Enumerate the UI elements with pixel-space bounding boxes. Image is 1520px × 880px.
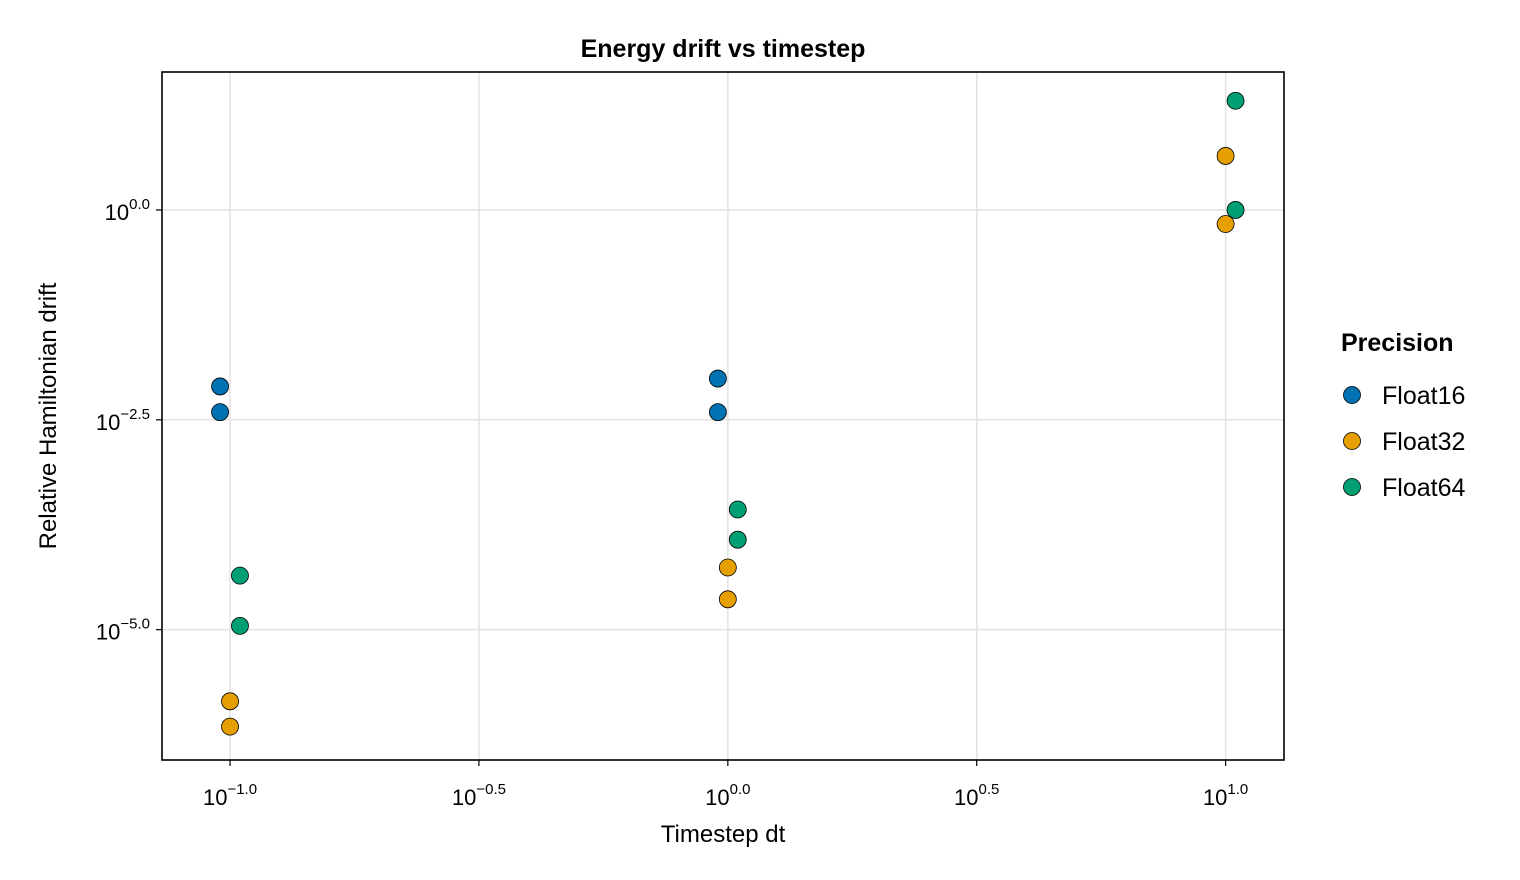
x-tick-label: 100.5: [954, 781, 999, 810]
point-float32: [718, 558, 737, 577]
legend: Precision Float16 Float32 Float64: [1341, 329, 1465, 502]
x-tick-label: 10−0.5: [452, 781, 506, 810]
markers: [211, 91, 1245, 736]
x-axis-ticks: 10−1.0 10−0.5 100.0 100.5 101.0: [203, 760, 1248, 810]
x-tick-label: 101.0: [1203, 781, 1248, 810]
point-float16: [708, 369, 727, 388]
legend-title: Precision: [1341, 329, 1454, 357]
legend-marker-float32: [1343, 432, 1361, 450]
point-float64: [231, 616, 249, 635]
point-float64: [728, 500, 747, 519]
chart-title: Energy drift vs timestep: [581, 35, 866, 63]
point-float64: [1226, 91, 1245, 110]
y-tick-label: 100.0: [105, 196, 150, 225]
legend-label-float16: Float16: [1382, 382, 1465, 410]
grid: [162, 72, 1284, 760]
point-float64: [1226, 201, 1245, 219]
legend-items: Float16 Float32 Float64: [1343, 382, 1465, 502]
point-float64: [231, 566, 249, 585]
point-float32: [221, 692, 239, 711]
point-float32: [221, 717, 239, 736]
x-axis-label: Timestep dt: [661, 821, 786, 848]
legend-marker-float64: [1343, 478, 1361, 496]
plot-frame: [161, 71, 1285, 761]
x-tick-label: 100.0: [705, 781, 750, 810]
y-tick-label: 10−5.0: [96, 616, 150, 645]
legend-label-float32: Float32: [1382, 428, 1465, 456]
x-tick-label: 10−1.0: [203, 781, 257, 810]
point-float32: [1216, 215, 1235, 233]
point-float32: [718, 590, 737, 609]
point-float16: [708, 403, 727, 422]
point-float64: [728, 530, 747, 549]
y-axis-ticks: 100.0 10−2.5 10−5.0: [96, 196, 162, 645]
legend-label-float64: Float64: [1382, 474, 1465, 502]
y-tick-label: 10−2.5: [96, 406, 150, 435]
point-float32: [1216, 147, 1235, 165]
point-float16: [211, 377, 229, 396]
y-axis-label: Relative Hamiltonian drift: [35, 282, 62, 549]
legend-marker-float16: [1343, 386, 1361, 404]
point-float16: [211, 403, 229, 422]
